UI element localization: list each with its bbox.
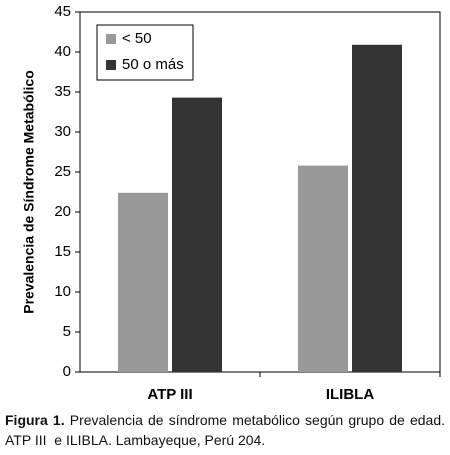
legend-swatch (106, 34, 116, 44)
y-tick-label: 25 (54, 163, 71, 180)
bar (118, 192, 168, 372)
bar (298, 165, 348, 372)
y-tick-label: 5 (63, 323, 71, 340)
y-tick-label: 40 (54, 43, 71, 60)
legend-swatch (106, 60, 116, 70)
x-tick-label: ILIBLA (326, 386, 374, 403)
y-axis-label: Prevalencia de Síndrome Metabólico (21, 70, 37, 314)
legend-label: < 50 (122, 30, 152, 47)
caption: Figura 1. Prevalencia de síndrome metabó… (5, 410, 445, 450)
x-tick-label: ATP III (147, 386, 192, 403)
bar (172, 97, 222, 372)
y-tick-label: 45 (54, 3, 71, 20)
y-tick-label: 30 (54, 123, 71, 140)
legend-label: 50 o más (122, 56, 184, 73)
chart: Prevalencia de Síndrome Metabólico 0 5 10 1… (21, 3, 441, 403)
y-tick-label: 20 (54, 203, 71, 220)
y-tick-label: 0 (63, 363, 71, 380)
caption-text: Prevalencia de síndrome metabólico según… (5, 412, 449, 448)
y-tick-label: 10 (54, 283, 71, 300)
y-tick-label: 15 (54, 243, 71, 260)
caption-label: Figura 1. (5, 412, 65, 428)
y-tick-label: 35 (54, 83, 71, 100)
bar (352, 44, 402, 373)
